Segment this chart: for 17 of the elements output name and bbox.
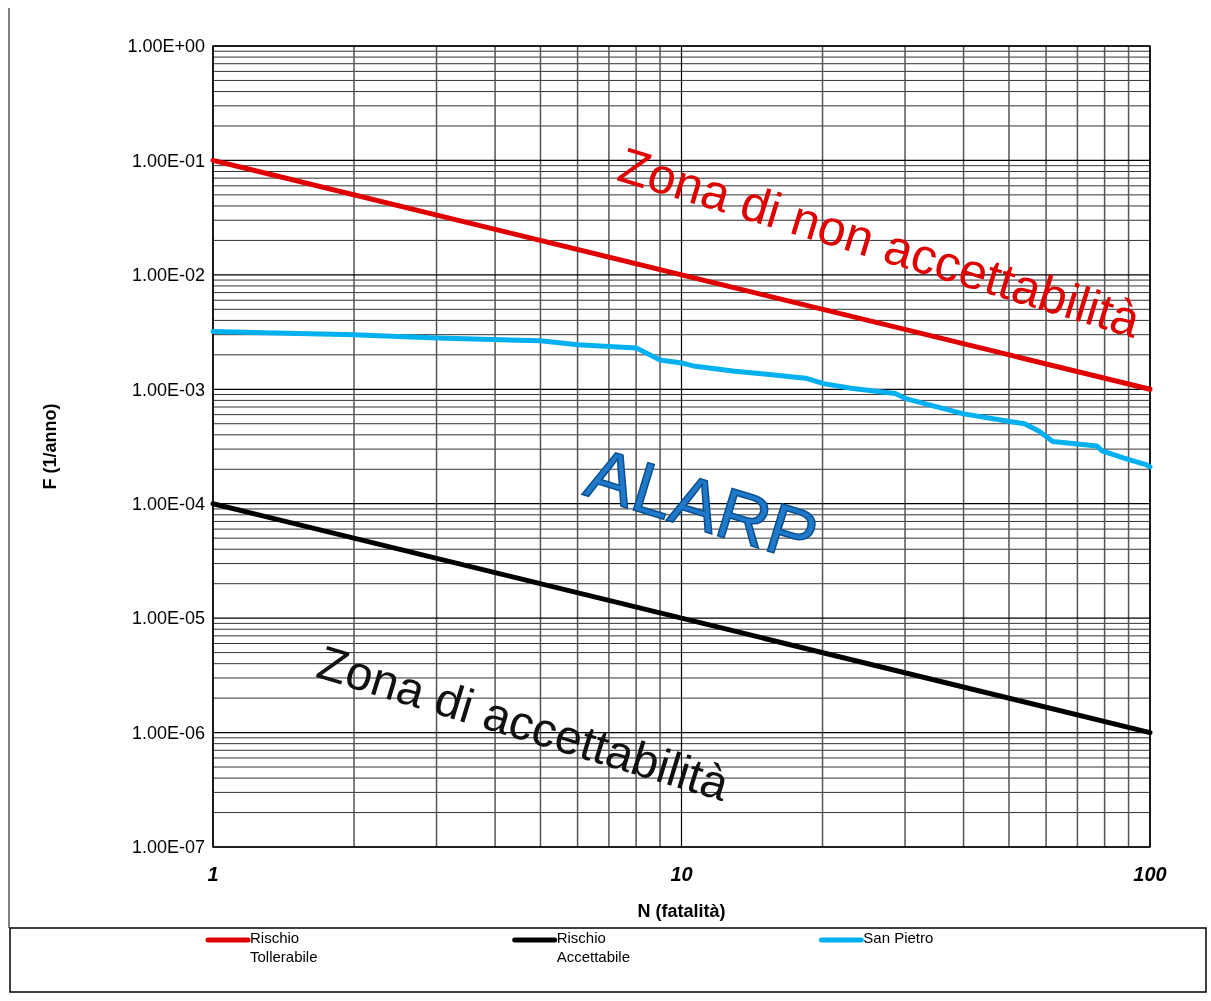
y-tick-label: 1.00E-06 [131, 722, 205, 743]
x-axis-title: N (fatalità) [637, 901, 726, 921]
y-tick-label: 1.00E-03 [131, 379, 205, 400]
legend-label: San Pietro [863, 929, 934, 946]
y-tick-label: 1.00E-04 [131, 494, 205, 515]
y-tick-label: 1.00E+00 [127, 36, 205, 57]
annotation: ALARP [577, 432, 827, 578]
y-tick-label: 1.00E-02 [131, 265, 205, 286]
x-tick-label: 10 [670, 863, 693, 885]
legend-label: Rischio Tollerabile [250, 929, 318, 965]
x-tick-label: 100 [1133, 863, 1167, 885]
y-tick-label: 1.00E-07 [131, 837, 205, 858]
y-tick-label: 1.00E-05 [131, 608, 205, 629]
y-axis-title: F (1/anno) [40, 403, 60, 490]
x-tick-label: 1 [207, 863, 219, 885]
y-tick-label: 1.00E-01 [131, 150, 205, 171]
legend-label: Rischio Accettabile [556, 929, 631, 965]
